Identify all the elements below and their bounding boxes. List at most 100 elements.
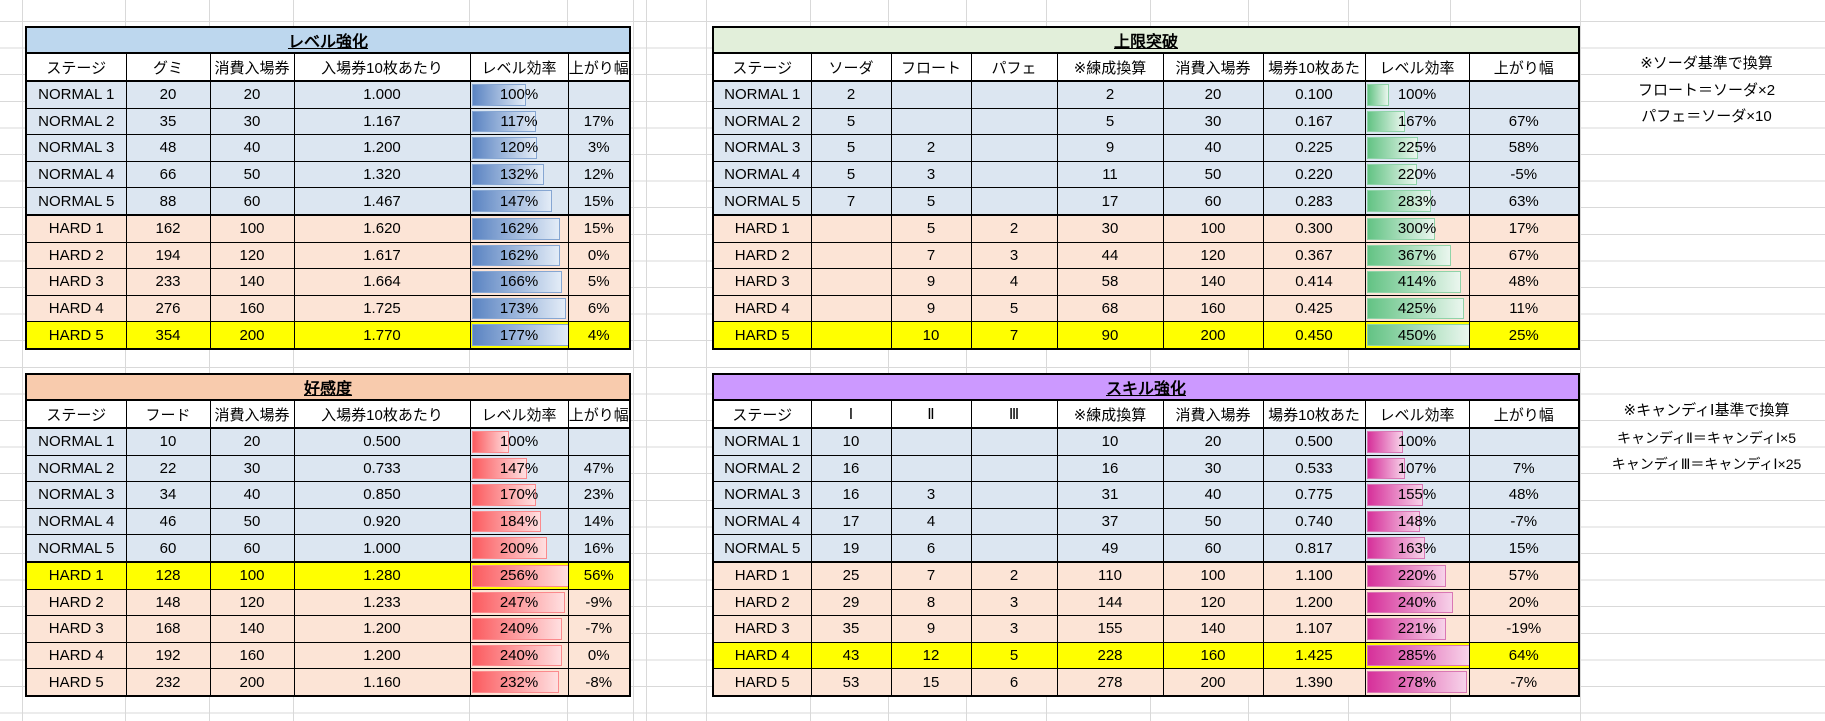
value-cell[interactable]: 7 [970,321,1058,350]
value-cell[interactable]: 110 [1056,561,1164,590]
value-cell[interactable]: 100 [1162,561,1264,590]
value-cell[interactable]: 5 [810,107,892,136]
value-cell[interactable]: 40 [1162,134,1264,162]
value-cell[interactable]: 16 [810,481,892,509]
value-cell[interactable]: 0.733 [293,454,471,483]
value-cell[interactable]: 0.740 [1262,507,1366,536]
value-cell[interactable]: 17 [810,507,892,536]
stage-cell[interactable]: NORMAL 3 [712,134,812,162]
stage-cell[interactable]: NORMAL 4 [712,160,812,189]
value-cell[interactable]: 1.725 [293,294,471,323]
value-cell[interactable]: 160 [1162,294,1264,323]
efficiency-cell[interactable]: 240% [469,615,569,643]
value-cell[interactable]: 1.664 [293,268,471,296]
value-cell[interactable]: 100 [209,561,295,590]
gain-cell[interactable] [567,80,631,109]
value-cell[interactable]: 200 [209,321,295,350]
stage-cell[interactable]: HARD 1 [25,214,127,243]
value-cell[interactable]: 228 [1056,641,1164,670]
stage-cell[interactable]: NORMAL 2 [25,107,127,136]
value-cell[interactable]: 17 [1056,187,1164,216]
column-header[interactable]: 上がり幅 [1468,399,1580,429]
column-header[interactable]: 消費入場券 [209,399,295,429]
value-cell[interactable]: 10 [1056,427,1164,456]
value-cell[interactable]: 58 [1056,268,1164,296]
value-cell[interactable]: 12 [890,641,972,670]
gain-cell[interactable]: -19% [1468,615,1580,643]
value-cell[interactable]: 5 [810,134,892,162]
value-cell[interactable] [970,534,1058,563]
value-cell[interactable]: 60 [1162,534,1264,563]
gain-cell[interactable]: 56% [567,561,631,590]
value-cell[interactable]: 233 [125,268,211,296]
column-header[interactable]: レベル効率 [469,399,569,429]
value-cell[interactable] [890,454,972,483]
gain-cell[interactable]: -7% [567,615,631,643]
value-cell[interactable]: 1.320 [293,160,471,189]
value-cell[interactable]: 7 [890,241,972,270]
value-cell[interactable]: 7 [810,187,892,216]
value-cell[interactable]: 3 [890,160,972,189]
efficiency-cell[interactable]: 220% [1364,160,1470,189]
value-cell[interactable]: 1.200 [293,615,471,643]
column-header[interactable]: 消費入場券 [1162,52,1264,82]
value-cell[interactable]: 0.500 [293,427,471,456]
efficiency-cell[interactable]: 100% [469,80,569,109]
value-cell[interactable]: 48 [125,134,211,162]
value-cell[interactable]: 120 [209,241,295,270]
value-cell[interactable]: 5 [970,294,1058,323]
value-cell[interactable]: 140 [1162,268,1264,296]
column-header[interactable]: 場券10枚あた [1262,399,1366,429]
value-cell[interactable]: 37 [1056,507,1164,536]
stage-cell[interactable]: HARD 3 [25,615,127,643]
column-header[interactable]: フロート [890,52,972,82]
value-cell[interactable]: 5 [890,187,972,216]
stage-cell[interactable]: NORMAL 5 [712,187,812,216]
efficiency-cell[interactable]: 170% [469,481,569,509]
gain-cell[interactable]: -7% [1468,668,1580,697]
value-cell[interactable] [810,321,892,350]
value-cell[interactable]: 60 [1162,187,1264,216]
value-cell[interactable]: 4 [970,268,1058,296]
value-cell[interactable]: 200 [1162,321,1264,350]
value-cell[interactable]: 40 [209,481,295,509]
value-cell[interactable]: 0.775 [1262,481,1366,509]
efficiency-cell[interactable]: 117% [469,107,569,136]
column-header[interactable]: ステージ [25,52,127,82]
column-header[interactable]: ソーダ [810,52,892,82]
stage-cell[interactable]: HARD 1 [712,561,812,590]
value-cell[interactable]: 20 [1162,427,1264,456]
value-cell[interactable] [970,481,1058,509]
value-cell[interactable]: 200 [1162,668,1264,697]
gain-cell[interactable]: 23% [567,481,631,509]
value-cell[interactable]: 1.467 [293,187,471,216]
column-header[interactable]: 場券10枚あた [1262,52,1366,82]
value-cell[interactable]: 2 [970,561,1058,590]
column-header[interactable]: Ⅱ [890,399,972,429]
value-cell[interactable]: 1.770 [293,321,471,350]
efficiency-cell[interactable]: 177% [469,321,569,350]
value-cell[interactable]: 0.414 [1262,268,1366,296]
gain-cell[interactable]: 0% [567,241,631,270]
value-cell[interactable]: 8 [890,588,972,617]
gain-cell[interactable]: 58% [1468,134,1580,162]
value-cell[interactable]: 0.850 [293,481,471,509]
value-cell[interactable]: 0.100 [1262,80,1366,109]
efficiency-cell[interactable]: 220% [1364,561,1470,590]
column-header[interactable]: フード [125,399,211,429]
column-header[interactable]: 上がり幅 [567,52,631,82]
value-cell[interactable]: 43 [810,641,892,670]
efficiency-cell[interactable]: 300% [1364,214,1470,243]
value-cell[interactable]: 10 [125,427,211,456]
gain-cell[interactable]: 3% [567,134,631,162]
value-cell[interactable] [970,427,1058,456]
value-cell[interactable]: 29 [810,588,892,617]
value-cell[interactable]: 232 [125,668,211,697]
value-cell[interactable] [970,107,1058,136]
gain-cell[interactable]: 25% [1468,321,1580,350]
value-cell[interactable]: 50 [1162,160,1264,189]
value-cell[interactable]: 2 [890,134,972,162]
value-cell[interactable]: 3 [890,481,972,509]
gain-cell[interactable]: 6% [567,294,631,323]
value-cell[interactable]: 30 [209,107,295,136]
